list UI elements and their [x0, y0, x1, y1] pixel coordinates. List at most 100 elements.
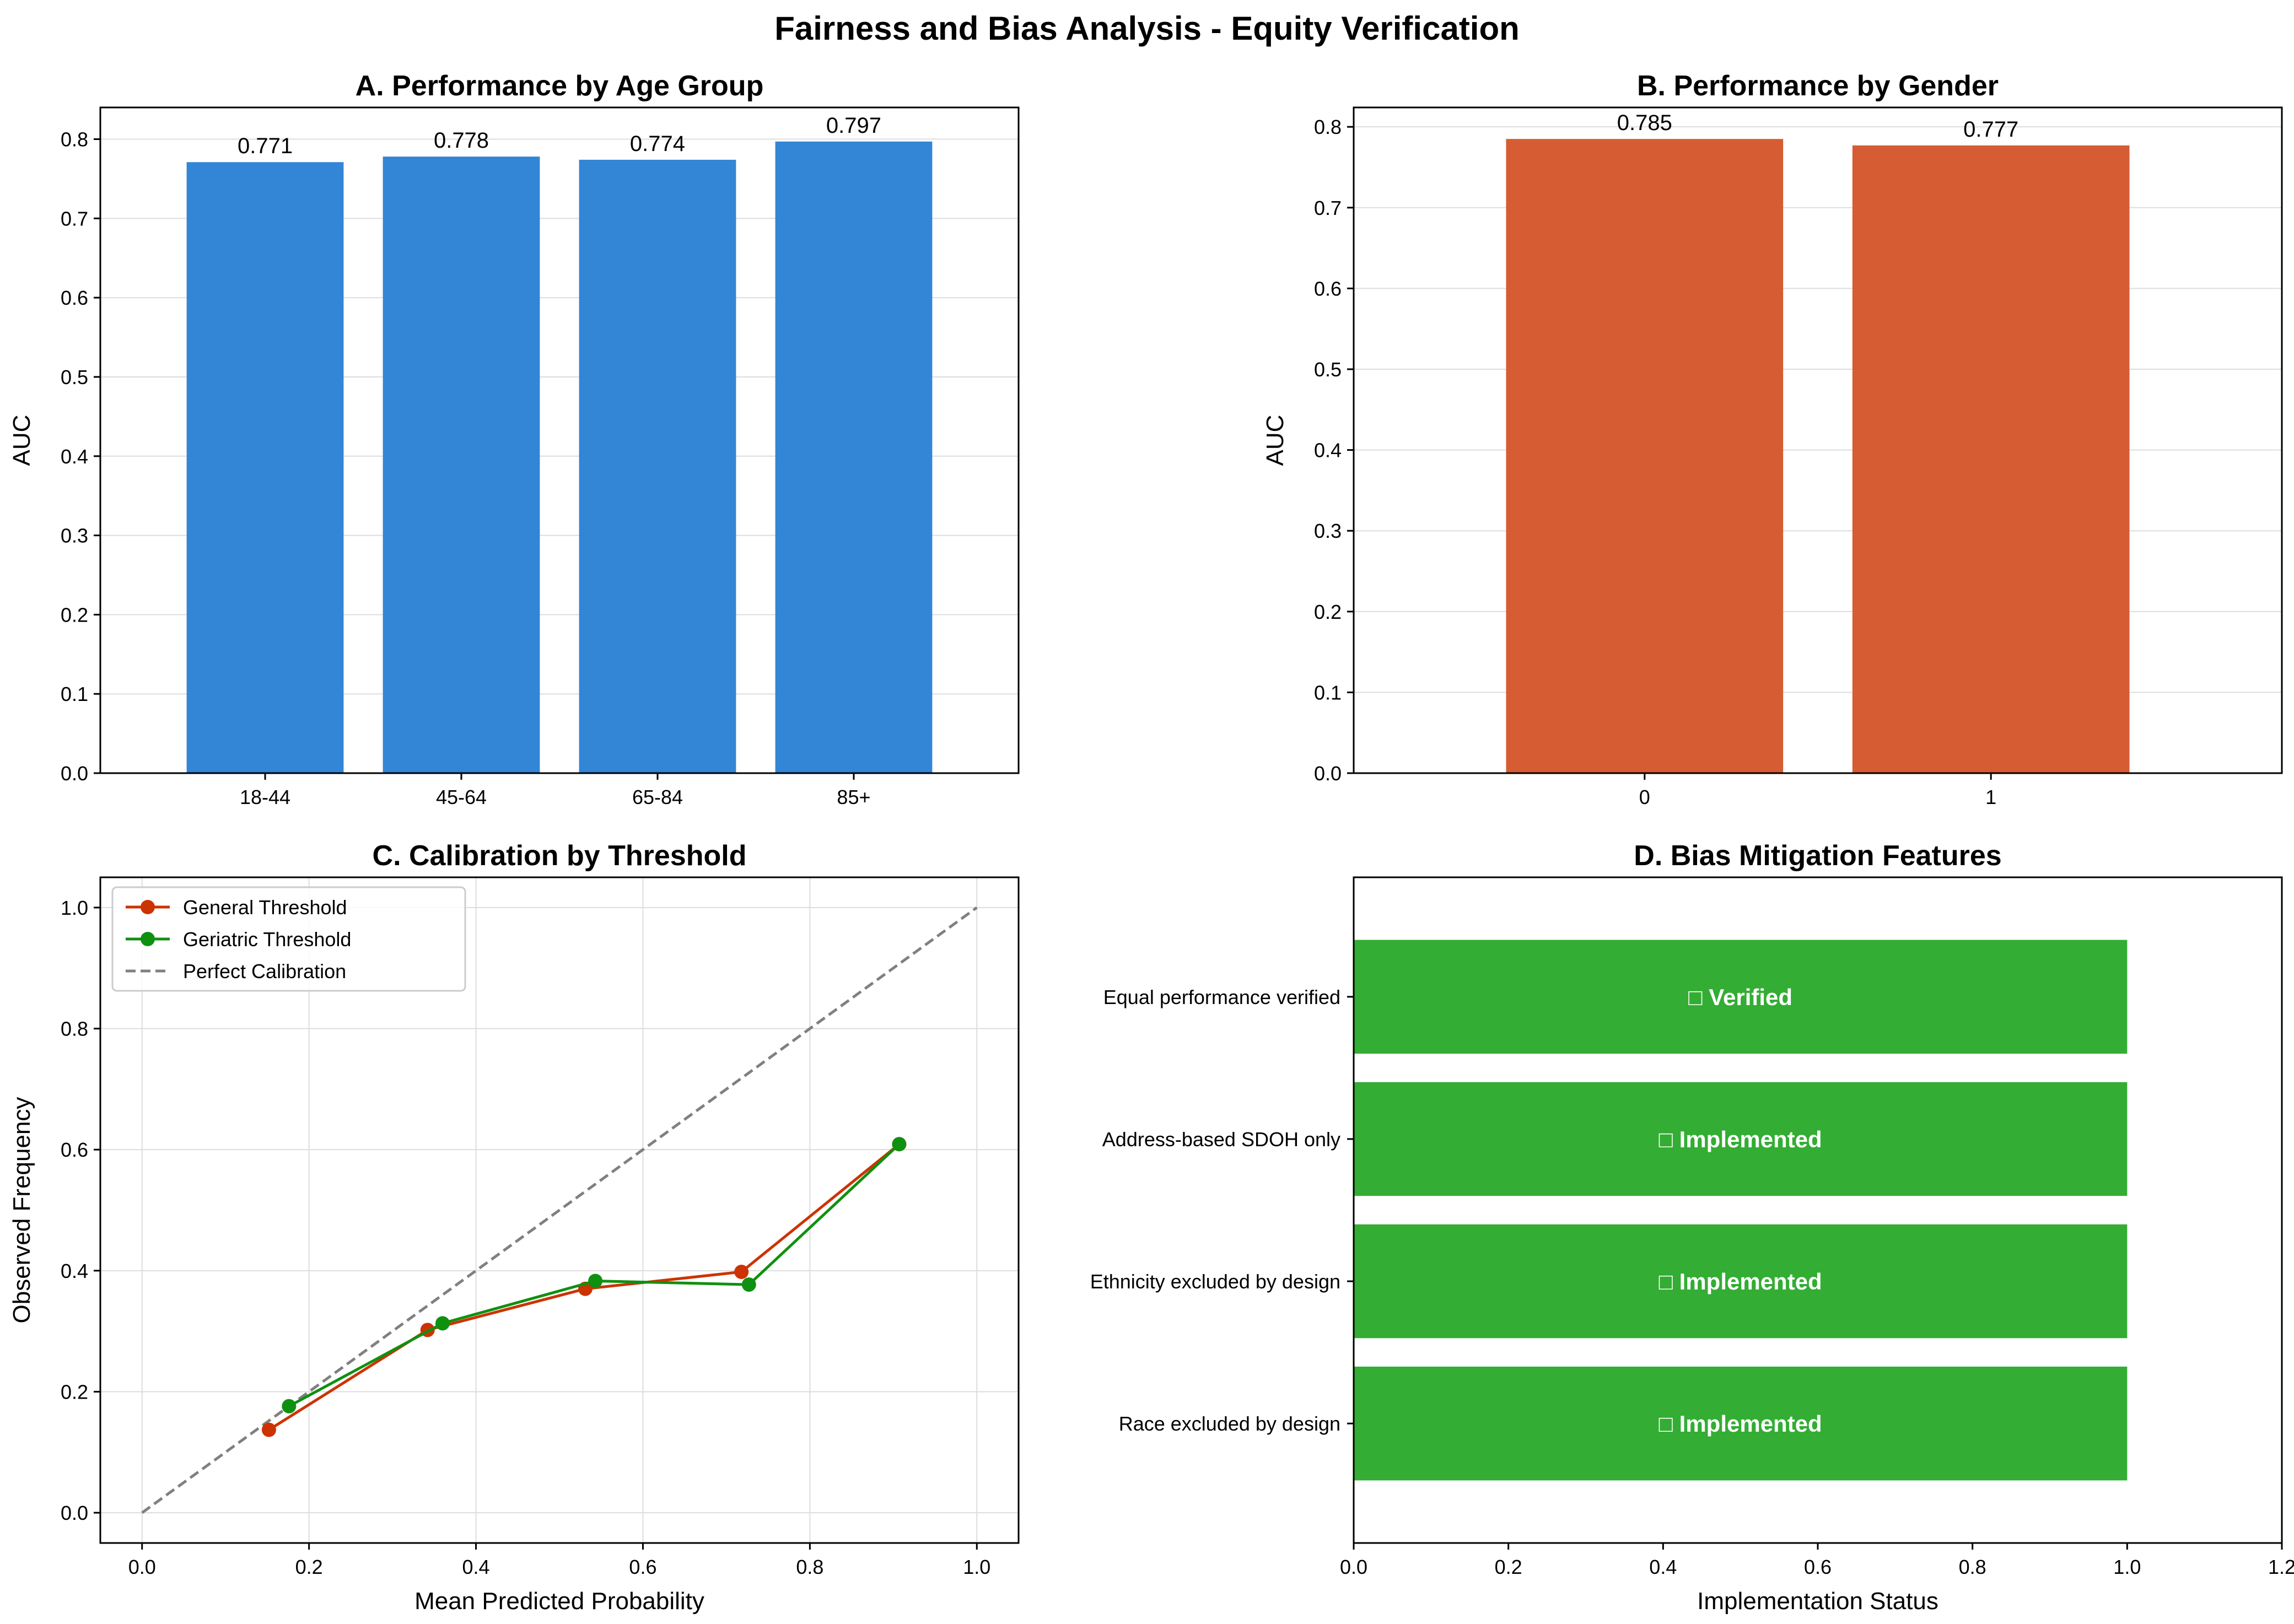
panel-d-bias-mitigation-features: 0.0 0.2 0.4 0.6 0.8 1.0 1.2 □ Verified Equal per… [1090, 840, 2294, 1615]
panel-d-xtick-label: 0.6 [1804, 1556, 1832, 1578]
panel-c-ytick-label: 0.4 [61, 1260, 88, 1282]
panel-a-ytick-label: 0.1 [61, 683, 88, 705]
panel-c-title: C. Calibration by Threshold [373, 840, 747, 872]
figure-title: Fairness and Bias Analysis - Equity Veri… [774, 10, 1520, 47]
panel-b-ytick-label: 0.4 [1314, 439, 1342, 462]
panel-c-calibration-by-threshold: 0.0 0.2 0.4 0.6 0.8 1.0 0.0 0.2 0.4 0.6 0.8 1.0 Gene… [8, 840, 1020, 1615]
panel-c-legend-label: Perfect Calibration [183, 960, 346, 983]
panel-b-ytick-label: 0.7 [1314, 197, 1342, 219]
panel-c-legend-marker [141, 932, 155, 946]
panel-b-ytick-label: 0.8 [1314, 116, 1342, 138]
panel-d-xtick-label: 1.2 [2268, 1556, 2294, 1578]
panel-b-ytick-label: 0.2 [1314, 601, 1342, 623]
panel-a-bar-value-label: 0.797 [826, 114, 881, 138]
panel-d-category-label: Race excluded by design [1119, 1412, 1340, 1435]
panel-b-ytick-label: 0.6 [1314, 277, 1342, 300]
panel-d-bar-status-label: □ Implemented [1659, 1269, 1822, 1294]
panel-a-ytick-label: 0.8 [61, 128, 88, 151]
panel-d-bar [1354, 1224, 2128, 1339]
panel-b-ytick-label: 0.5 [1314, 358, 1342, 381]
panel-b-category-label: 1 [1985, 786, 1996, 808]
panel-c-ytick-label: 0.2 [61, 1380, 88, 1403]
panel-c-ytick-label: 0.6 [61, 1139, 88, 1161]
panel-d-title: D. Bias Mitigation Features [1634, 840, 2001, 872]
panel-c-legend-box [111, 886, 466, 992]
panel-c-legend-label: Geriatric Threshold [183, 928, 351, 951]
panel-c-ytick-label: 0.0 [61, 1502, 88, 1524]
panel-a-ytick-label: 0.3 [61, 525, 88, 547]
panel-a-bar [579, 159, 736, 773]
panel-d-bar-status-label: □ Verified [1688, 984, 1792, 1010]
panel-b-ytick-label: 0.0 [1314, 762, 1342, 785]
panel-c-data-point [734, 1265, 749, 1280]
panel-c-ylabel: Observed Frequency [8, 1097, 35, 1324]
panel-d-frame [1353, 876, 2283, 1544]
panel-a-category-label: 65-84 [632, 786, 683, 808]
panel-c-xtick-label: 0.6 [629, 1556, 656, 1578]
panel-c-ytick-label: 1.0 [61, 897, 88, 919]
panel-d-xtick-label: 0.8 [1959, 1556, 1986, 1578]
panel-a-category-label: 18-44 [240, 786, 290, 808]
panel-d-xlabel: Implementation Status [1697, 1588, 1938, 1615]
panel-d-bar [1354, 1082, 2128, 1196]
panel-a-bar-value-label: 0.778 [434, 128, 489, 153]
panel-a-ytick-label: 0.4 [61, 445, 88, 468]
panel-c-xtick-label: 0.2 [295, 1556, 323, 1578]
panel-c-data-point [892, 1137, 907, 1152]
panel-b-bar [1506, 139, 1784, 773]
panel-a-title: A. Performance by Age Group [356, 70, 764, 102]
panel-c-data-point [282, 1399, 297, 1413]
panel-d-xtick-label: 0.0 [1340, 1556, 1367, 1578]
panel-b-bar-value-label: 0.785 [1617, 111, 1672, 135]
panel-a-bar [186, 162, 344, 774]
panel-c-ytick-label: 0.8 [61, 1018, 88, 1040]
panel-d-bar [1354, 1366, 2128, 1481]
panel-c-data-point [588, 1274, 603, 1288]
panel-a-category-label: 45-64 [436, 786, 487, 808]
panel-a-ytick-label: 0.6 [61, 287, 88, 309]
panel-c-xlabel: Mean Predicted Probability [414, 1588, 704, 1615]
panel-b-ylabel: AUC [1262, 415, 1289, 466]
panel-d-xtick-label: 0.4 [1649, 1556, 1677, 1578]
panel-c-xtick-label: 1.0 [963, 1556, 990, 1578]
panel-a-bar-value-label: 0.774 [630, 132, 685, 156]
panel-c-legend-label: General Threshold [183, 896, 347, 919]
panel-d-category-label: Ethnicity excluded by design [1090, 1270, 1340, 1293]
panel-d-bar-status-label: □ Implemented [1659, 1126, 1822, 1152]
panel-d-xtick-label: 0.2 [1495, 1556, 1522, 1578]
panel-c-data-point [435, 1316, 450, 1331]
panel-b-frame [1353, 106, 2283, 774]
panel-b-bar [1852, 145, 2130, 773]
panel-c-xtick-label: 0.0 [128, 1556, 156, 1578]
panel-d-bar [1354, 940, 2128, 1054]
panel-c-legend-marker [141, 900, 155, 914]
panel-c-xtick-label: 0.8 [796, 1556, 823, 1578]
panel-c-data-point [261, 1422, 276, 1437]
panel-b-performance-by-gender: 0.0 0.1 0.2 0.3 0.4 0.5 0.6 0.7 0.8 0.785 0 0.777 1 B… [1262, 70, 2283, 808]
panel-b-category-label: 0 [1639, 786, 1650, 808]
panel-a-ytick-label: 0.7 [61, 207, 88, 230]
panel-d-category-label: Address-based SDOH only [1102, 1128, 1340, 1151]
panel-b-ytick-label: 0.3 [1314, 520, 1342, 542]
panel-b-bar-value-label: 0.777 [1963, 117, 2018, 142]
panel-c-data-point [741, 1277, 756, 1292]
panel-b-ytick-label: 0.1 [1314, 681, 1342, 704]
panel-c-xtick-label: 0.4 [462, 1556, 490, 1578]
panel-a-bar [383, 157, 540, 774]
panel-a-ytick-label: 0.0 [61, 762, 88, 785]
panel-a-ytick-label: 0.5 [61, 366, 88, 389]
panel-a-frame [99, 106, 1020, 774]
panel-c-frame [99, 876, 1020, 1544]
panel-a-ytick-label: 0.2 [61, 603, 88, 626]
panel-a-performance-by-age-group: 0.0 0.1 0.2 0.3 0.4 0.5 0.6 0.7 0.8 0.771 18-44 0.7… [8, 70, 1020, 808]
panel-a-category-label: 85+ [837, 786, 870, 808]
panel-a-bar [775, 141, 933, 773]
panel-d-bar-status-label: □ Implemented [1659, 1411, 1822, 1437]
panel-d-xtick-label: 1.0 [2113, 1556, 2141, 1578]
panel-c-series-line [141, 906, 978, 1514]
panel-b-title: B. Performance by Gender [1637, 70, 1999, 102]
panel-a-ylabel: AUC [8, 415, 35, 466]
panel-a-bar-value-label: 0.771 [238, 134, 293, 158]
panel-d-category-label: Equal performance verified [1103, 986, 1340, 1008]
